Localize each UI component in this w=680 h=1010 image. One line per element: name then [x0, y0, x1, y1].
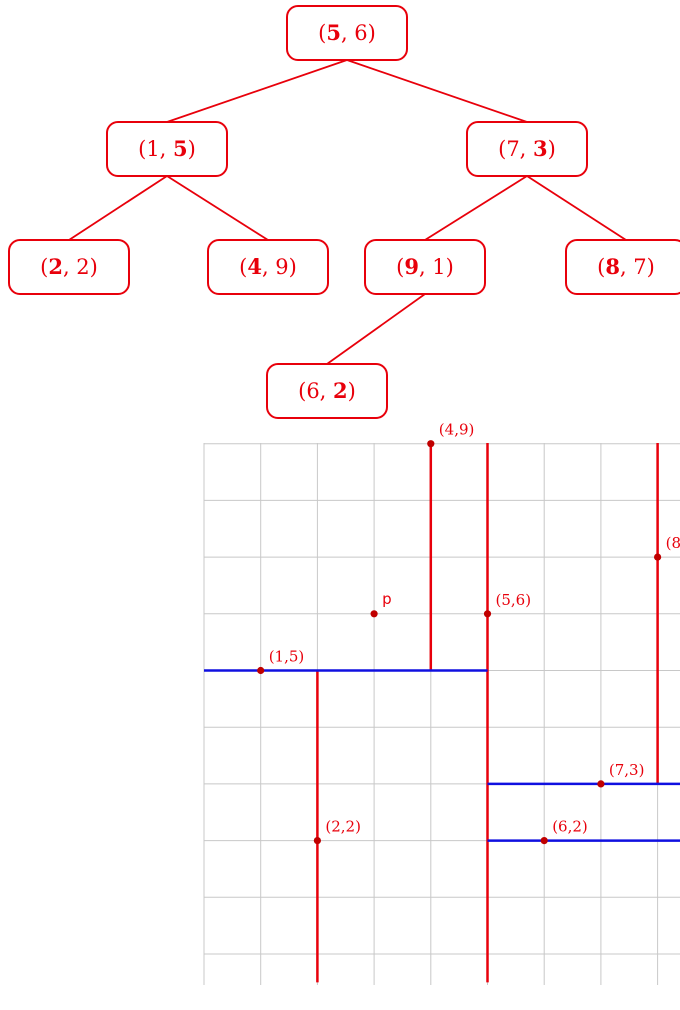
tree-node-box [565, 239, 680, 295]
tree-node-label: (2, 2) [40, 254, 98, 279]
data-point-label: (8 [666, 534, 680, 552]
data-point-label: (1,5) [269, 648, 305, 666]
tree-node: (6, 2) [266, 363, 388, 419]
query-point [370, 610, 378, 618]
tree-node: (8, 7) [565, 239, 680, 295]
data-point-label: (4,9) [439, 421, 475, 439]
tree-node: (5, 6) [286, 5, 408, 61]
tree-node-label: (4, 9) [239, 254, 297, 279]
data-point [427, 440, 435, 448]
tree-node-box [466, 121, 588, 177]
tree-node: (4, 9) [207, 239, 329, 295]
data-point [257, 666, 265, 675]
tree-node-box [106, 121, 228, 177]
data-point-label: (5,6) [496, 591, 532, 609]
tree-node-box [8, 239, 130, 295]
tree-node: (2, 2) [8, 239, 130, 295]
tree-edge-n15-n22 [68, 175, 168, 241]
tree-edge-n15-n49 [166, 175, 269, 241]
tree-node: (1, 5) [106, 121, 228, 177]
kd-tree: (5, 6) (1, 5) (7, 3) (2, 2) (4, 9) (9, 1) (8, … [8, 5, 680, 419]
data-point-label: (2,2) [325, 818, 361, 836]
tree-edge-n73-n87 [526, 175, 627, 241]
grid [203, 443, 680, 985]
tree-node: (9, 1) [364, 239, 486, 295]
data-point [654, 553, 662, 561]
data-point [597, 780, 605, 788]
tree-node-label: (5, 6) [318, 20, 376, 45]
kd-partition-plane: (4,9) (8 (5,6) (1,5) (7,3) (2,2) (6,2) p [203, 421, 680, 985]
tree-node-box [266, 363, 388, 419]
data-point-label: (6,2) [552, 818, 588, 836]
data-point-label: (7,3) [609, 761, 645, 779]
tree-edge-n91-n62 [326, 293, 426, 365]
tree-node-box [364, 239, 486, 295]
tree-node-label: (1, 5) [138, 136, 196, 161]
tree-node-label: (7, 3) [498, 136, 556, 161]
tree-edge-n73-n91 [424, 175, 528, 241]
data-point [483, 610, 492, 618]
tree-edge-n56-n73 [346, 59, 528, 123]
tree-node-box [286, 5, 408, 61]
tree-node-label: (9, 1) [396, 254, 454, 279]
tree-node-box [207, 239, 329, 295]
tree-edge-n56-n15 [166, 59, 348, 123]
query-point-label: p [382, 590, 392, 608]
data-point [540, 837, 548, 845]
data-point [313, 837, 321, 845]
tree-node: (7, 3) [466, 121, 588, 177]
tree-node-label: (6, 2) [298, 378, 356, 403]
tree-node-label: (8, 7) [597, 254, 655, 279]
